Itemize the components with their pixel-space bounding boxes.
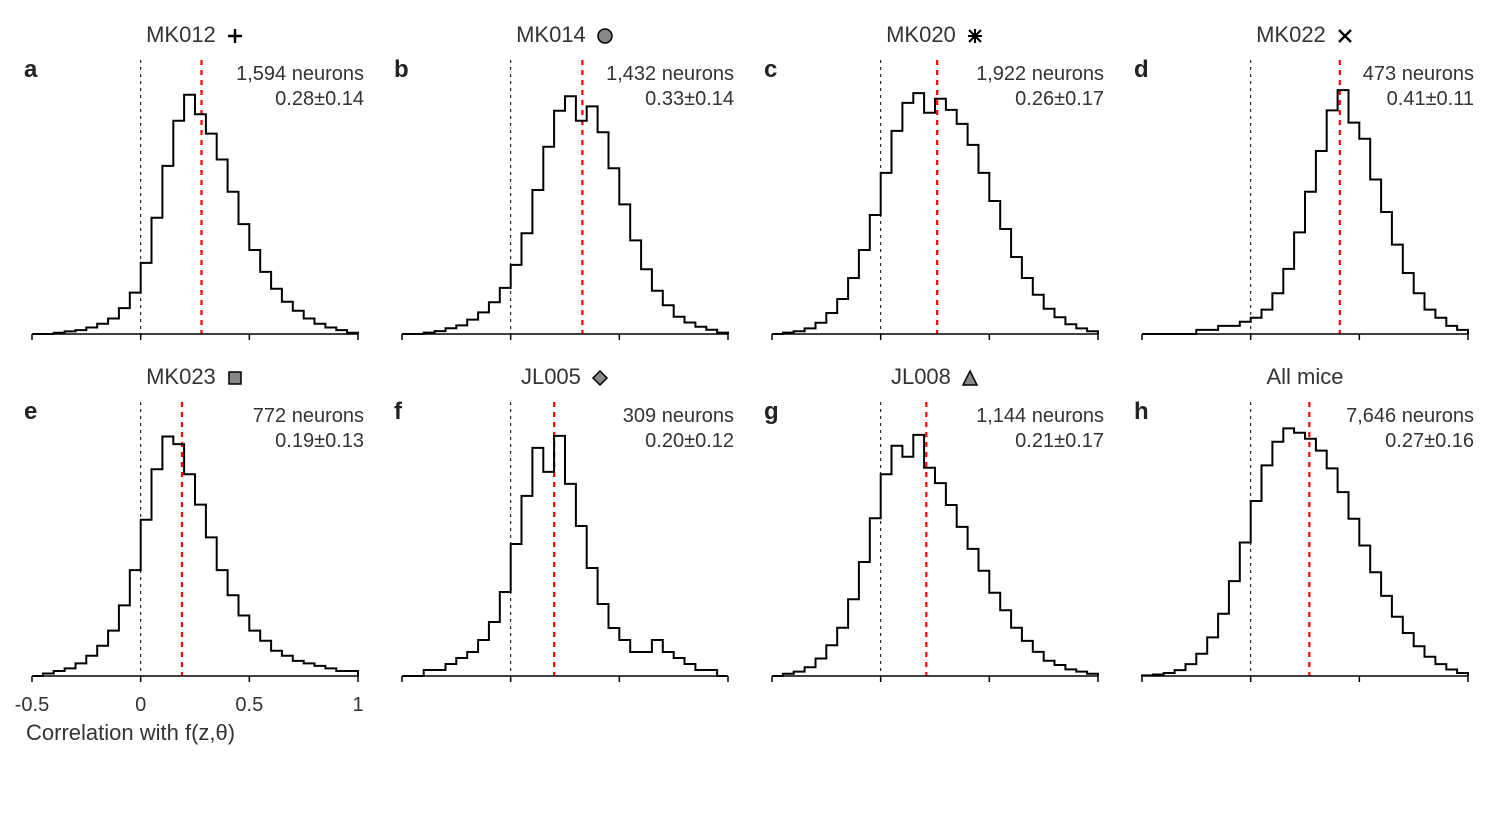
panel-title: JL005 [521, 364, 581, 389]
cross-icon [1336, 27, 1354, 45]
panel-annotation: 1,432 neurons 0.33±0.14 [606, 62, 734, 112]
neuron-count: 7,646 neurons [1346, 404, 1474, 429]
panel-title-row: MK023 [20, 362, 370, 392]
panel-title-row: All mice [1130, 362, 1480, 392]
neuron-count: 1,594 neurons [236, 62, 364, 87]
stat-value: 0.20±0.12 [623, 429, 734, 454]
histogram-outline [1142, 90, 1468, 334]
plot-area: h 7,646 neurons 0.27±0.16 [1130, 394, 1480, 694]
panel-letter: c [764, 56, 777, 84]
panel-title-row: MK022 [1130, 20, 1480, 50]
neuron-count: 473 neurons [1363, 62, 1474, 87]
panel-title-row: JL008 [760, 362, 1110, 392]
row-2: MK023 e 772 neurons 0.19±0.13 -0.500.51 … [20, 362, 1480, 746]
neuron-count: 1,432 neurons [606, 62, 734, 87]
row-1: MK012 a 1,594 neurons 0.28±0.14 MK014 b [20, 20, 1480, 352]
stat-value: 0.28±0.14 [236, 87, 364, 112]
panel-d: MK022 d 473 neurons 0.41±0.11 [1130, 20, 1480, 352]
panel-title: MK023 [146, 364, 216, 389]
xtick-label: -0.5 [15, 694, 49, 717]
stat-value: 0.26±0.17 [976, 87, 1104, 112]
panel-f: JL005 f 309 neurons 0.20±0.12 [390, 362, 740, 746]
panel-title: MK014 [516, 22, 586, 47]
xtick-label: 0.5 [235, 694, 263, 717]
panel-c: MK020 c 1,922 neurons 0.26±0.17 [760, 20, 1110, 352]
panel-letter: h [1134, 398, 1149, 426]
panel-annotation: 1,594 neurons 0.28±0.14 [236, 62, 364, 112]
panel-letter: b [394, 56, 409, 84]
panel-e: MK023 e 772 neurons 0.19±0.13 -0.500.51 … [20, 362, 370, 746]
figure-grid: MK012 a 1,594 neurons 0.28±0.14 MK014 b [20, 20, 1480, 746]
panel-letter: g [764, 398, 779, 426]
stat-value: 0.21±0.17 [976, 429, 1104, 454]
plot-area: g 1,144 neurons 0.21±0.17 [760, 394, 1110, 694]
panel-title: MK020 [886, 22, 956, 47]
panel-annotation: 309 neurons 0.20±0.12 [623, 404, 734, 454]
xtick-labels: -0.500.51 [20, 694, 370, 716]
diamond-icon [591, 369, 609, 387]
panel-letter: d [1134, 56, 1149, 84]
histogram-outline [772, 435, 1098, 676]
neuron-count: 772 neurons [253, 404, 364, 429]
plot-area: a 1,594 neurons 0.28±0.14 [20, 52, 370, 352]
histogram-outline [32, 95, 358, 334]
plus-icon [226, 27, 244, 45]
neuron-count: 309 neurons [623, 404, 734, 429]
neuron-count: 1,144 neurons [976, 404, 1104, 429]
stat-value: 0.27±0.16 [1346, 429, 1474, 454]
xtick-label: 1 [352, 694, 363, 717]
histogram-outline [772, 93, 1098, 334]
panel-b: MK014 b 1,432 neurons 0.33±0.14 [390, 20, 740, 352]
x-axis-label: Correlation with f(z,θ) [26, 720, 370, 746]
panel-annotation: 7,646 neurons 0.27±0.16 [1346, 404, 1474, 454]
panel-letter: f [394, 398, 402, 426]
panel-letter: e [24, 398, 37, 426]
stat-value: 0.41±0.11 [1363, 87, 1474, 112]
triangle-icon [961, 369, 979, 387]
panel-a: MK012 a 1,594 neurons 0.28±0.14 [20, 20, 370, 352]
panel-annotation: 1,922 neurons 0.26±0.17 [976, 62, 1104, 112]
panel-annotation: 473 neurons 0.41±0.11 [1363, 62, 1474, 112]
circle-icon [596, 27, 614, 45]
plot-area: e 772 neurons 0.19±0.13 [20, 394, 370, 694]
plot-area: c 1,922 neurons 0.26±0.17 [760, 52, 1110, 352]
xtick-label: 0 [135, 694, 146, 717]
stat-value: 0.19±0.13 [253, 429, 364, 454]
plot-area: b 1,432 neurons 0.33±0.14 [390, 52, 740, 352]
panel-title: MK022 [1256, 22, 1326, 47]
neuron-count: 1,922 neurons [976, 62, 1104, 87]
panel-title: MK012 [146, 22, 216, 47]
plot-area: d 473 neurons 0.41±0.11 [1130, 52, 1480, 352]
stat-value: 0.33±0.14 [606, 87, 734, 112]
panel-title: All mice [1266, 364, 1343, 389]
histogram-outline [402, 436, 728, 676]
panel-title-row: JL005 [390, 362, 740, 392]
histogram-outline [402, 96, 728, 334]
plot-area: f 309 neurons 0.20±0.12 [390, 394, 740, 694]
square-icon [226, 369, 244, 387]
panel-annotation: 772 neurons 0.19±0.13 [253, 404, 364, 454]
panel-letter: a [24, 56, 37, 84]
panel-g: JL008 g 1,144 neurons 0.21±0.17 [760, 362, 1110, 746]
histogram-outline [1142, 428, 1468, 676]
panel-title: JL008 [891, 364, 951, 389]
panel-annotation: 1,144 neurons 0.21±0.17 [976, 404, 1104, 454]
panel-h: All mice h 7,646 neurons 0.27±0.16 [1130, 362, 1480, 746]
panel-title-row: MK014 [390, 20, 740, 50]
panel-title-row: MK012 [20, 20, 370, 50]
panel-title-row: MK020 [760, 20, 1110, 50]
histogram-outline [32, 437, 358, 677]
asterisk-icon [966, 27, 984, 45]
